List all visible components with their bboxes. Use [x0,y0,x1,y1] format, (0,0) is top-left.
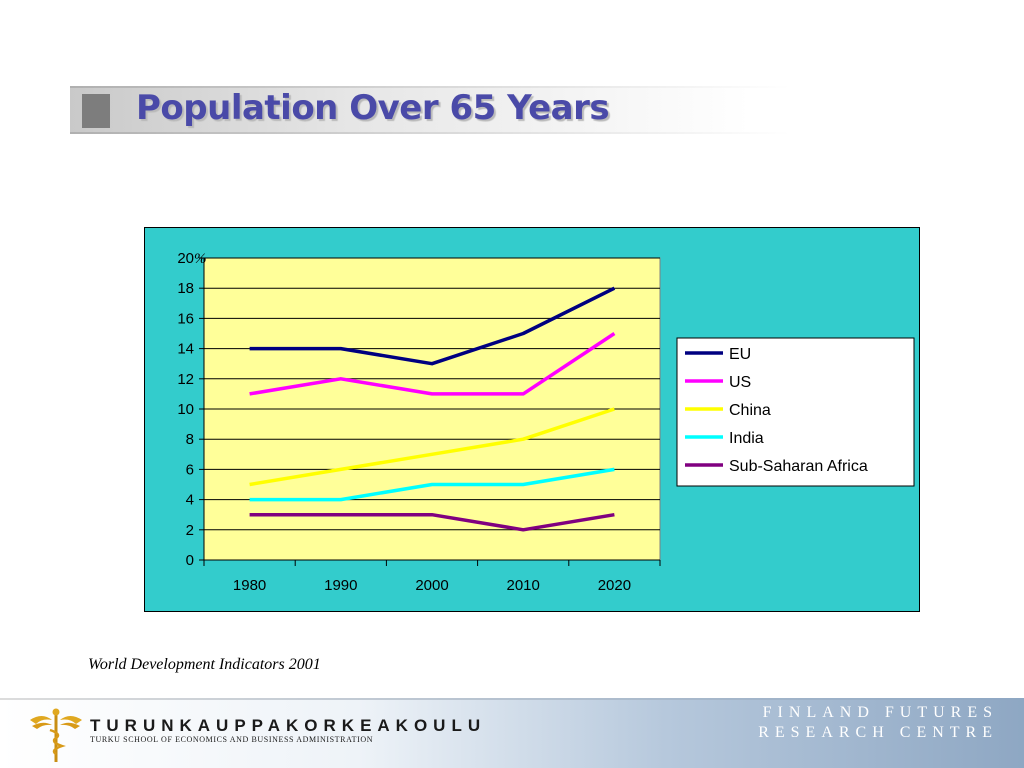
legend-label: India [729,430,764,447]
x-tick-label: 2020 [598,577,631,594]
series-line-us [249,332,616,396]
university-subtitle: TURKU SCHOOL OF ECONOMICS AND BUSINESS A… [90,735,374,744]
y-tick-label: 14 [177,341,194,358]
legend-label: US [729,374,751,391]
y-unit-label: % [194,251,207,267]
chart-area: 0 2 4 6 8 10 12 14 16 18 20% 1980 1990 2000 2010 2020 EU… [144,227,920,612]
y-tick-label: 4 [186,492,194,509]
y-tick-label: 20 [177,250,194,267]
line-chart: 0 2 4 6 8 10 12 14 16 18 20 % 1980 1990 2000 2010 2020 EU… [177,250,915,594]
series-line-sub-saharan-africa [249,512,615,532]
caduceus-logo-icon [30,708,82,762]
x-tick-label: 2000 [415,577,448,594]
legend-label: Sub-Saharan Africa [729,458,868,475]
legend-label: EU [729,346,751,363]
footer-divider [0,698,1024,700]
legend-label: China [729,402,771,419]
footer-band [0,698,1024,768]
university-name: TURUNKAUPPAKORKEAKOULU [90,716,487,735]
slide-title: Population Over 65 Years [136,88,610,128]
series-line-india [249,467,615,502]
x-tick-label: 1980 [233,577,266,594]
y-tick-label: 16 [177,310,194,327]
title-bullet-square [82,94,110,128]
y-tick-label: 10 [177,401,194,418]
series-line-china [249,407,615,487]
legend-box [676,337,915,487]
y-tick-label: 6 [186,461,194,478]
y-tick-label: 0 [186,552,194,569]
research-centre-line1: FINLAND FUTURES [762,704,998,721]
source-note: World Development Indicators 2001 [88,656,321,673]
title-bar [70,86,870,134]
research-centre-line2: RESEARCH CENTRE [758,724,998,741]
x-tick-label: 2010 [507,577,540,594]
y-tick-label: 8 [186,431,194,448]
y-tick-label: 12 [177,371,194,388]
y-tick-label: 2 [186,522,194,539]
y-tick-label: 18 [177,280,194,297]
series-line-eu [249,286,616,366]
x-tick-label: 1990 [324,577,357,594]
